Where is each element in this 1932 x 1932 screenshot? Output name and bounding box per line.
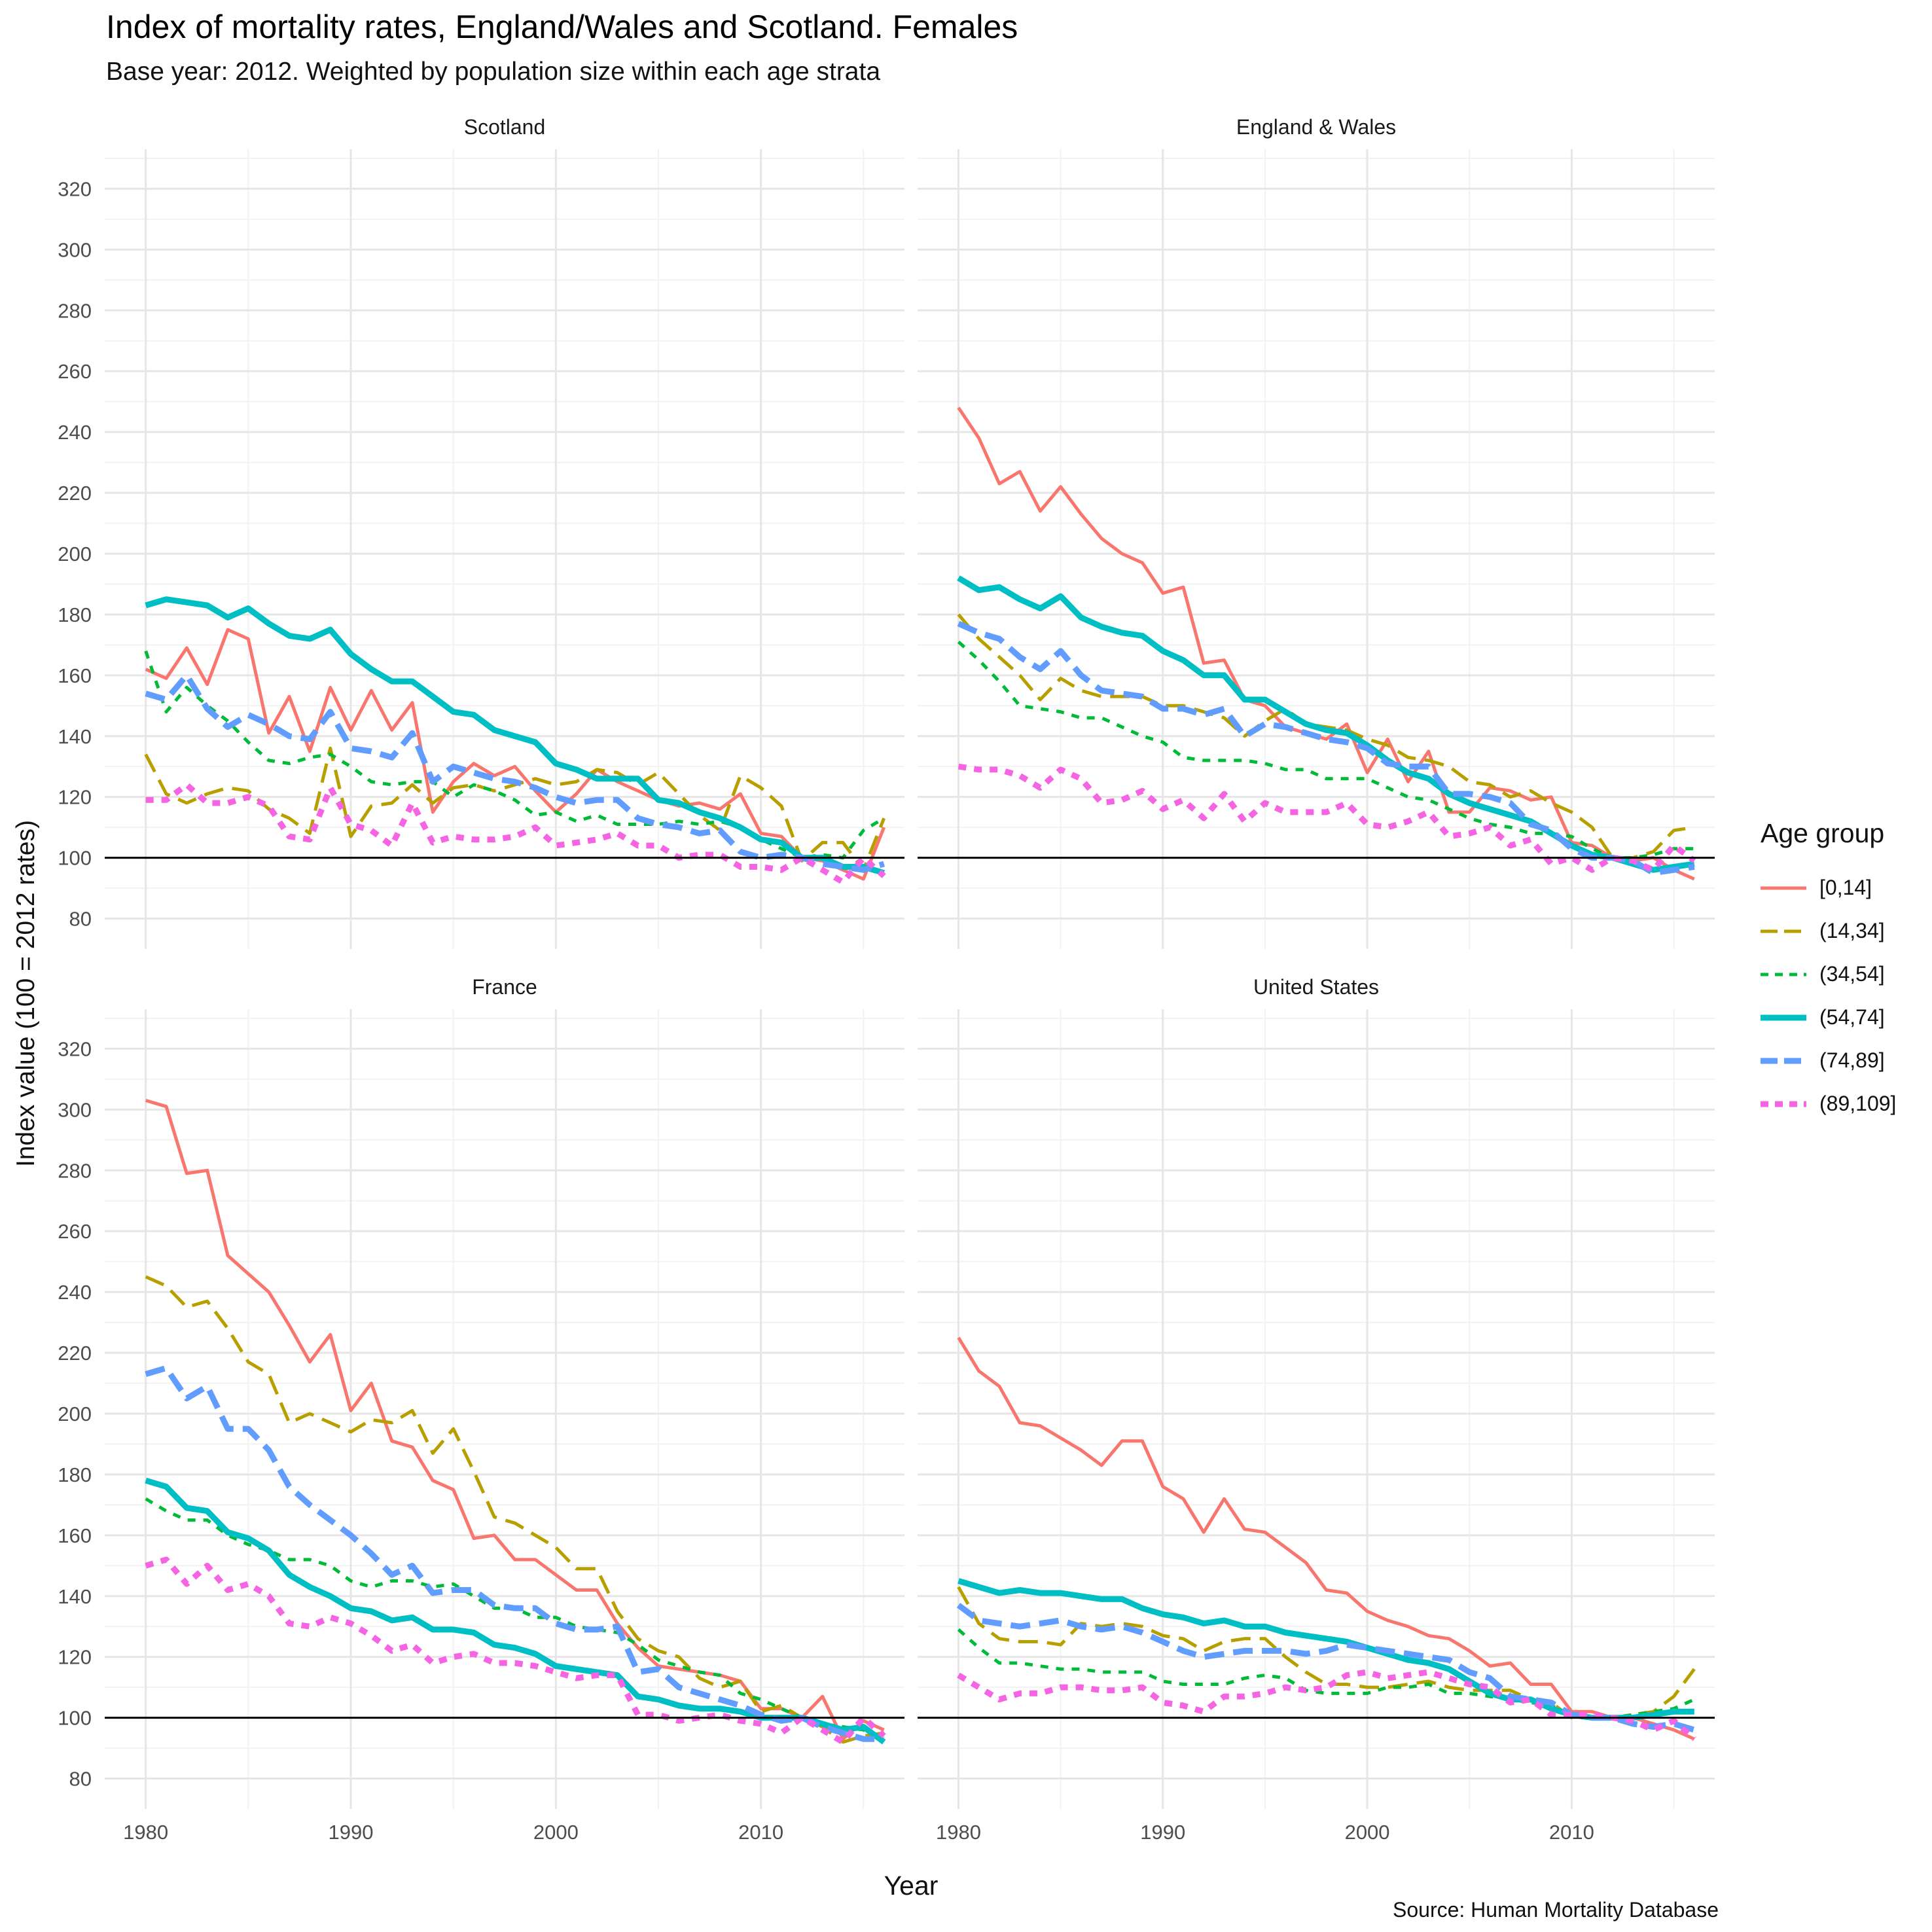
legend-key <box>1761 1014 1806 1021</box>
y-tick-label: 100 <box>58 1707 92 1730</box>
legend-key <box>1761 886 1806 890</box>
series-line <box>145 1365 884 1742</box>
legend-label: (54,74] <box>1819 1005 1885 1029</box>
x-tick-label: 2010 <box>1549 1821 1594 1844</box>
y-tick-label: 280 <box>58 299 92 322</box>
y-tick-label: 180 <box>58 1463 92 1486</box>
y-tick-label: 160 <box>58 664 92 687</box>
legend-label: (14,34] <box>1819 918 1885 942</box>
legend-label: (34,54] <box>1819 961 1885 986</box>
y-tick-label: 260 <box>58 1220 92 1243</box>
y-tick-label: 240 <box>58 421 92 444</box>
y-tick-label: 300 <box>58 238 92 261</box>
series-line <box>957 620 1695 876</box>
legend-label: (74,89] <box>1819 1048 1885 1072</box>
legend-item: (74,89] <box>1761 1039 1896 1082</box>
series-line <box>956 1603 1696 1733</box>
chart-subtitle: Base year: 2012. Weighted by population … <box>106 58 881 86</box>
legend-title: Age group <box>1761 818 1885 848</box>
series-line <box>957 575 1695 873</box>
series-line <box>145 628 886 881</box>
y-tick-label: 120 <box>58 1646 92 1669</box>
legend-key <box>1761 973 1806 976</box>
legend-item: (54,74] <box>1761 995 1896 1039</box>
series-line <box>957 613 1695 860</box>
x-tick-label: 1990 <box>1140 1821 1185 1844</box>
y-tick-label: 200 <box>58 543 92 565</box>
y-tick-label: 80 <box>69 1768 92 1791</box>
legend-label: [0,14] <box>1819 875 1872 899</box>
source-caption: Source: Human Mortality Database <box>1393 1898 1719 1922</box>
legend-item: (34,54] <box>1761 952 1896 995</box>
series-line <box>957 1336 1695 1741</box>
legend: Age group [0,14] (14,34] (34,54] (54,74] (74… <box>1761 818 1896 1125</box>
y-tick-label: 140 <box>58 725 92 748</box>
panel-scotland: Scotland 80 100 120 140 160 180 200 220 240 260 280… <box>58 115 904 949</box>
series-line <box>957 1669 1696 1742</box>
series-line <box>145 1556 886 1745</box>
series-line <box>145 1099 885 1741</box>
y-tick-label: 220 <box>58 1342 92 1365</box>
y-tick-label: 100 <box>58 847 92 870</box>
legend-key <box>1761 1101 1806 1107</box>
legend-items: [0,14] (14,34] (34,54] (54,74] (74,89] (89,10… <box>1761 866 1896 1125</box>
chart-title: Index of mortality rates, England/Wales … <box>106 9 1018 45</box>
y-tick-label: 320 <box>58 177 92 200</box>
y-tick-label: 220 <box>58 482 92 505</box>
x-tick-label: 2000 <box>533 1821 579 1844</box>
series-line <box>957 640 1694 860</box>
y-tick-label: 300 <box>58 1098 92 1121</box>
x-tick-label: 2010 <box>738 1821 783 1844</box>
y-tick-label: 140 <box>58 1585 92 1608</box>
y-tick-label: 260 <box>58 360 92 383</box>
panel-title: Scotland <box>464 115 546 139</box>
series-line <box>957 406 1695 881</box>
y-tick-label: 80 <box>69 908 92 931</box>
series-line <box>144 746 886 872</box>
panel-england-wales: England & Wales <box>918 115 1715 949</box>
y-tick-label: 280 <box>58 1159 92 1182</box>
y-tick-label: 240 <box>58 1281 92 1304</box>
y-tick-label: 120 <box>58 786 92 809</box>
series-line <box>145 1477 886 1745</box>
series-line <box>145 672 885 873</box>
series-line <box>144 650 885 860</box>
panel-title: United States <box>1253 975 1379 999</box>
x-axis-label: Year <box>884 1870 939 1901</box>
panel-title: France <box>472 975 537 999</box>
series-line <box>145 1275 885 1744</box>
y-tick-label: 160 <box>58 1524 92 1547</box>
series-line <box>957 763 1696 873</box>
panel-united-states: United States 1980 1990 2000 2010 <box>918 975 1715 1844</box>
x-tick-label: 1980 <box>123 1821 168 1844</box>
legend-label: (89,109] <box>1819 1091 1897 1115</box>
y-tick-label: 180 <box>58 603 92 626</box>
y-tick-label: 320 <box>58 1037 92 1060</box>
legend-item: (14,34] <box>1761 909 1896 952</box>
legend-key <box>1761 929 1806 933</box>
legend-key <box>1761 1058 1806 1064</box>
series-line <box>145 596 885 876</box>
x-tick-label: 1990 <box>329 1821 374 1844</box>
panel-france: France 80 100 120 140 160 180 200 220 240 260 280 30… <box>58 975 904 1844</box>
x-tick-label: 1980 <box>936 1821 981 1844</box>
x-tick-label: 2000 <box>1345 1821 1390 1844</box>
panel-title: England & Wales <box>1236 115 1396 139</box>
legend-item: [0,14] <box>1761 866 1896 909</box>
legend-item: (89,109] <box>1761 1082 1896 1125</box>
series-line <box>957 1628 1695 1720</box>
y-tick-label: 200 <box>58 1403 92 1425</box>
